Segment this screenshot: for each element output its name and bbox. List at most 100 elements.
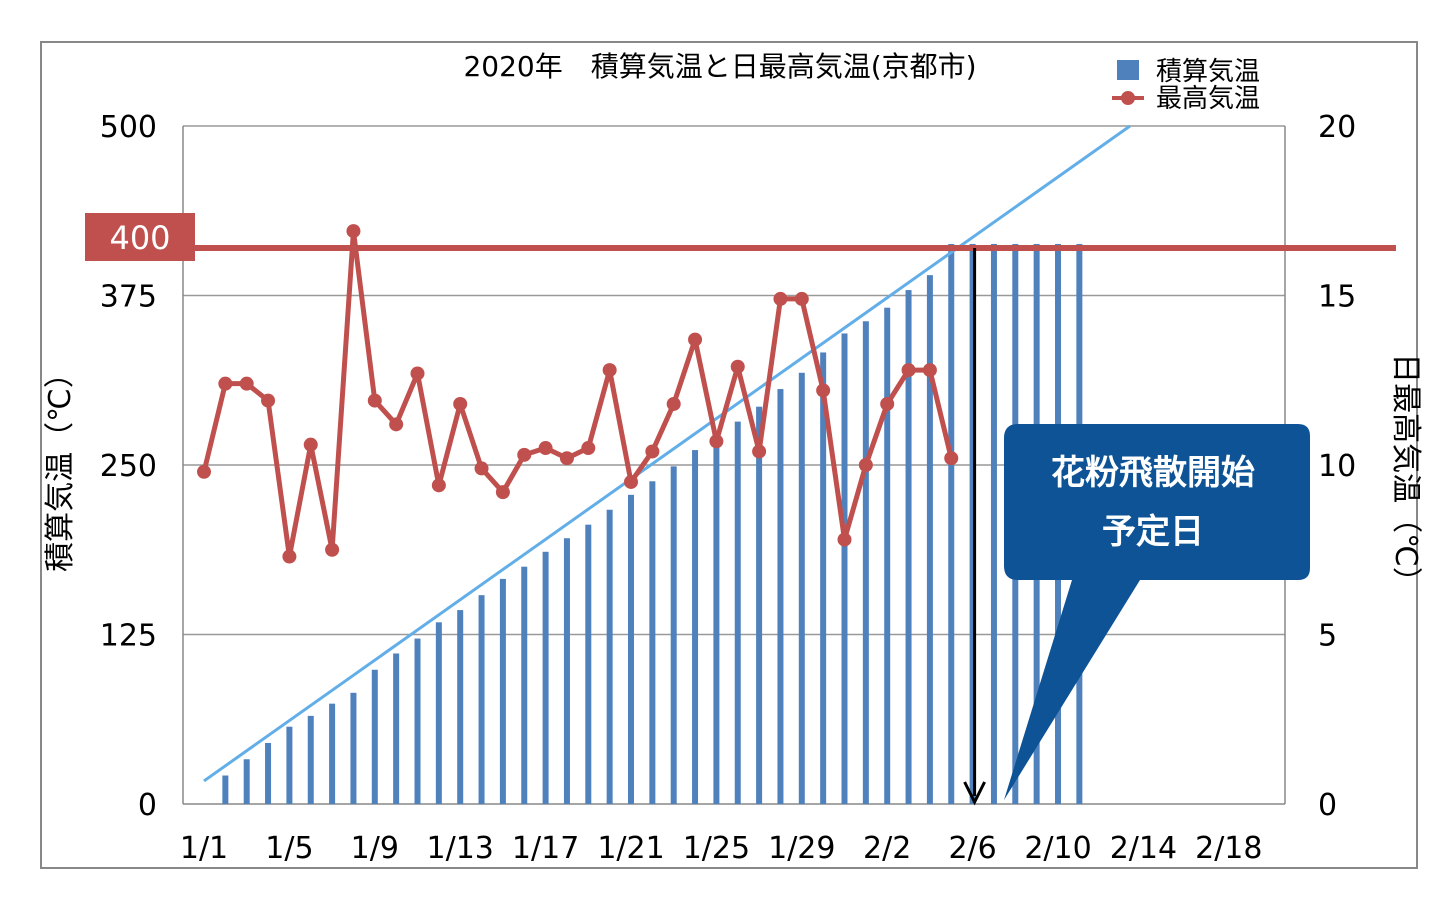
bar bbox=[649, 481, 656, 804]
max-temp-point bbox=[197, 464, 211, 479]
reference-line-group: 400 bbox=[85, 213, 1396, 261]
bar bbox=[862, 321, 869, 804]
chart-title: 2020年 積算気温と日最高気温(京都市) bbox=[463, 50, 976, 83]
legend: 積算気温 最高気温 bbox=[1112, 57, 1260, 114]
legend-label-line: 最高気温 bbox=[1156, 84, 1260, 114]
bar bbox=[969, 243, 976, 805]
max-temp-point bbox=[538, 441, 553, 456]
x-tick-label: 1/21 bbox=[597, 831, 664, 866]
max-temp-point bbox=[282, 549, 297, 564]
max-temp-line bbox=[201, 228, 954, 560]
max-temp-point bbox=[261, 393, 276, 408]
bar bbox=[777, 389, 784, 804]
bar bbox=[499, 578, 506, 804]
bar bbox=[286, 726, 293, 804]
bar bbox=[670, 466, 677, 804]
callout-line1: 花粉飛散開始 bbox=[1051, 453, 1255, 493]
bar bbox=[457, 610, 464, 804]
bar bbox=[521, 566, 528, 804]
max-temp-point bbox=[880, 396, 895, 411]
max-temp-point bbox=[688, 332, 703, 347]
max-temp-point bbox=[944, 451, 959, 466]
left-tick-label: 0 bbox=[138, 788, 157, 823]
x-tick-label: 2/10 bbox=[1024, 831, 1091, 866]
bar bbox=[734, 421, 741, 804]
bar bbox=[905, 290, 912, 804]
bar bbox=[606, 509, 613, 804]
max-temp-point bbox=[389, 417, 404, 432]
bar bbox=[414, 638, 421, 804]
right-tick-label: 5 bbox=[1318, 619, 1337, 654]
x-tick-label: 1/25 bbox=[683, 831, 750, 866]
max-temp-point bbox=[794, 291, 809, 306]
x-tick-label: 1/13 bbox=[427, 831, 494, 866]
max-temp-point bbox=[645, 444, 660, 459]
bar bbox=[222, 775, 229, 804]
bar bbox=[350, 692, 357, 804]
bar bbox=[948, 243, 955, 805]
right-tick-label: 10 bbox=[1318, 449, 1356, 484]
max-temp-point bbox=[624, 474, 638, 489]
legend-swatch-marker bbox=[1121, 91, 1135, 105]
x-tick-label: 2/6 bbox=[948, 831, 996, 866]
max-temp-point bbox=[325, 542, 340, 557]
x-tick-label: 2/14 bbox=[1110, 831, 1177, 866]
bar bbox=[884, 307, 891, 804]
bar bbox=[841, 333, 848, 804]
x-tick-label: 1/9 bbox=[351, 831, 399, 866]
trendline bbox=[203, 124, 1131, 783]
max-temp-point bbox=[367, 393, 382, 408]
bar bbox=[820, 352, 827, 804]
bars-cumulative bbox=[222, 243, 1083, 805]
left-tick-label: 250 bbox=[100, 449, 157, 484]
max-temp-point bbox=[773, 291, 788, 306]
max-temp-point bbox=[730, 359, 745, 374]
left-axis-label: 積算気温（℃） bbox=[43, 358, 78, 572]
bar bbox=[307, 715, 314, 804]
max-temp-point bbox=[410, 366, 425, 381]
bar bbox=[393, 653, 400, 804]
x-tick-label: 2/18 bbox=[1195, 831, 1262, 866]
x-tick-label: 1/1 bbox=[180, 831, 228, 866]
max-temp-point bbox=[346, 224, 361, 239]
bar bbox=[926, 275, 933, 804]
x-tick-label: 2/2 bbox=[863, 831, 911, 866]
max-temp-point bbox=[666, 396, 681, 411]
bar bbox=[563, 538, 570, 804]
x-ticks: 1/1 1/5 1/9 1/13 1/17 1/21 1/25 1/29 2/2 2/6 2/10 2… bbox=[180, 831, 1263, 866]
max-temp-point bbox=[837, 532, 852, 547]
max-temp-point bbox=[453, 396, 468, 411]
max-temp-point bbox=[858, 458, 873, 472]
max-temp-point bbox=[239, 376, 254, 391]
max-temp-point bbox=[559, 451, 574, 466]
max-temp-point bbox=[303, 437, 318, 452]
max-temp-point bbox=[922, 363, 937, 378]
right-axis-label: 日最高気温（℃） bbox=[1388, 353, 1423, 597]
bar bbox=[628, 494, 634, 804]
right-tick-label: 20 bbox=[1318, 110, 1356, 145]
max-temp-point bbox=[752, 444, 767, 459]
max-temp-point bbox=[495, 485, 510, 500]
callout-line2: 予定日 bbox=[1102, 512, 1204, 552]
callout-box bbox=[1004, 424, 1310, 800]
trendline-segment bbox=[203, 124, 1131, 783]
callout: 花粉飛散開始 予定日 bbox=[1004, 424, 1310, 800]
left-tick-label: 500 bbox=[100, 110, 157, 145]
left-tick-label: 375 bbox=[100, 280, 157, 315]
reference-label-box bbox=[85, 213, 195, 261]
x-tick-label: 1/29 bbox=[768, 831, 835, 866]
max-temp-point bbox=[709, 434, 724, 449]
bar bbox=[798, 372, 805, 804]
bar bbox=[585, 524, 592, 804]
bar bbox=[435, 622, 442, 804]
bar bbox=[713, 435, 720, 804]
line-max-temp bbox=[197, 224, 959, 564]
bar bbox=[990, 243, 997, 805]
y-ticks: 0 125 250 375 500 0 5 10 15 20 bbox=[100, 110, 1356, 823]
max-temp-point bbox=[431, 478, 446, 493]
reference-label: 400 bbox=[109, 219, 170, 257]
max-temp-point bbox=[474, 461, 489, 476]
max-temp-point bbox=[901, 363, 916, 378]
bar bbox=[542, 551, 549, 804]
